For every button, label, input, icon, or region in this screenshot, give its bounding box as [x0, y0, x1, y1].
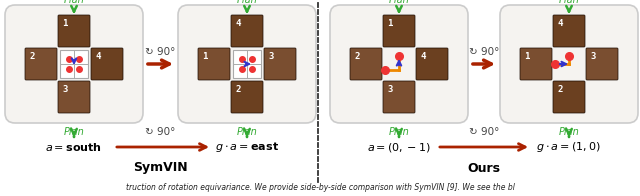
Text: 3: 3: [62, 84, 68, 93]
FancyBboxPatch shape: [264, 48, 296, 80]
FancyBboxPatch shape: [91, 48, 123, 80]
FancyBboxPatch shape: [553, 81, 585, 113]
Text: 1: 1: [202, 52, 208, 61]
Text: 4: 4: [95, 52, 100, 61]
Text: 3: 3: [268, 52, 274, 61]
FancyBboxPatch shape: [231, 15, 263, 47]
Text: Plan: Plan: [237, 127, 257, 137]
Text: 3: 3: [590, 52, 596, 61]
FancyBboxPatch shape: [5, 5, 143, 123]
FancyBboxPatch shape: [330, 5, 468, 123]
Text: Plan: Plan: [63, 0, 84, 5]
Text: 4: 4: [557, 18, 563, 27]
Text: 1: 1: [62, 18, 68, 27]
FancyBboxPatch shape: [383, 15, 415, 47]
FancyBboxPatch shape: [383, 81, 415, 113]
FancyBboxPatch shape: [178, 5, 316, 123]
FancyBboxPatch shape: [58, 81, 90, 113]
FancyBboxPatch shape: [231, 81, 263, 113]
Text: 2: 2: [355, 52, 360, 61]
FancyBboxPatch shape: [520, 48, 552, 80]
Text: $g \cdot a = (1, 0)$: $g \cdot a = (1, 0)$: [536, 140, 602, 154]
Text: 2: 2: [557, 84, 563, 93]
FancyBboxPatch shape: [25, 48, 57, 80]
FancyBboxPatch shape: [350, 48, 382, 80]
Text: Plan: Plan: [388, 127, 410, 137]
FancyBboxPatch shape: [416, 48, 448, 80]
Text: 2: 2: [236, 84, 241, 93]
Text: $g \cdot a = \mathbf{east}$: $g \cdot a = \mathbf{east}$: [215, 140, 279, 154]
FancyBboxPatch shape: [58, 15, 90, 47]
Text: Plan: Plan: [559, 127, 579, 137]
Text: $a = (0, -1)$: $a = (0, -1)$: [367, 141, 431, 153]
Text: ↻ 90°: ↻ 90°: [469, 47, 499, 57]
Text: Plan: Plan: [237, 0, 257, 5]
Text: 3: 3: [387, 84, 393, 93]
Text: 4: 4: [236, 18, 241, 27]
Text: $a = \mathbf{south}$: $a = \mathbf{south}$: [45, 141, 102, 153]
Text: 1: 1: [524, 52, 530, 61]
Text: ↻ 90°: ↻ 90°: [145, 47, 176, 57]
Bar: [233, 50, 261, 78]
FancyBboxPatch shape: [553, 15, 585, 47]
Text: 1: 1: [387, 18, 393, 27]
Bar: [60, 50, 88, 78]
Text: ↻ 90°: ↻ 90°: [469, 127, 499, 137]
Text: ↻ 90°: ↻ 90°: [145, 127, 176, 137]
Text: 2: 2: [29, 52, 35, 61]
FancyBboxPatch shape: [586, 48, 618, 80]
Text: truction of rotation equivariance. We provide side-by-side comparison with SymVI: truction of rotation equivariance. We pr…: [125, 183, 515, 192]
FancyBboxPatch shape: [500, 5, 638, 123]
Text: Plan: Plan: [559, 0, 579, 5]
Text: Plan: Plan: [388, 0, 410, 5]
Text: SymVIN: SymVIN: [133, 162, 188, 174]
FancyBboxPatch shape: [198, 48, 230, 80]
Text: Ours: Ours: [467, 162, 500, 174]
Text: 4: 4: [420, 52, 426, 61]
Text: Plan: Plan: [63, 127, 84, 137]
